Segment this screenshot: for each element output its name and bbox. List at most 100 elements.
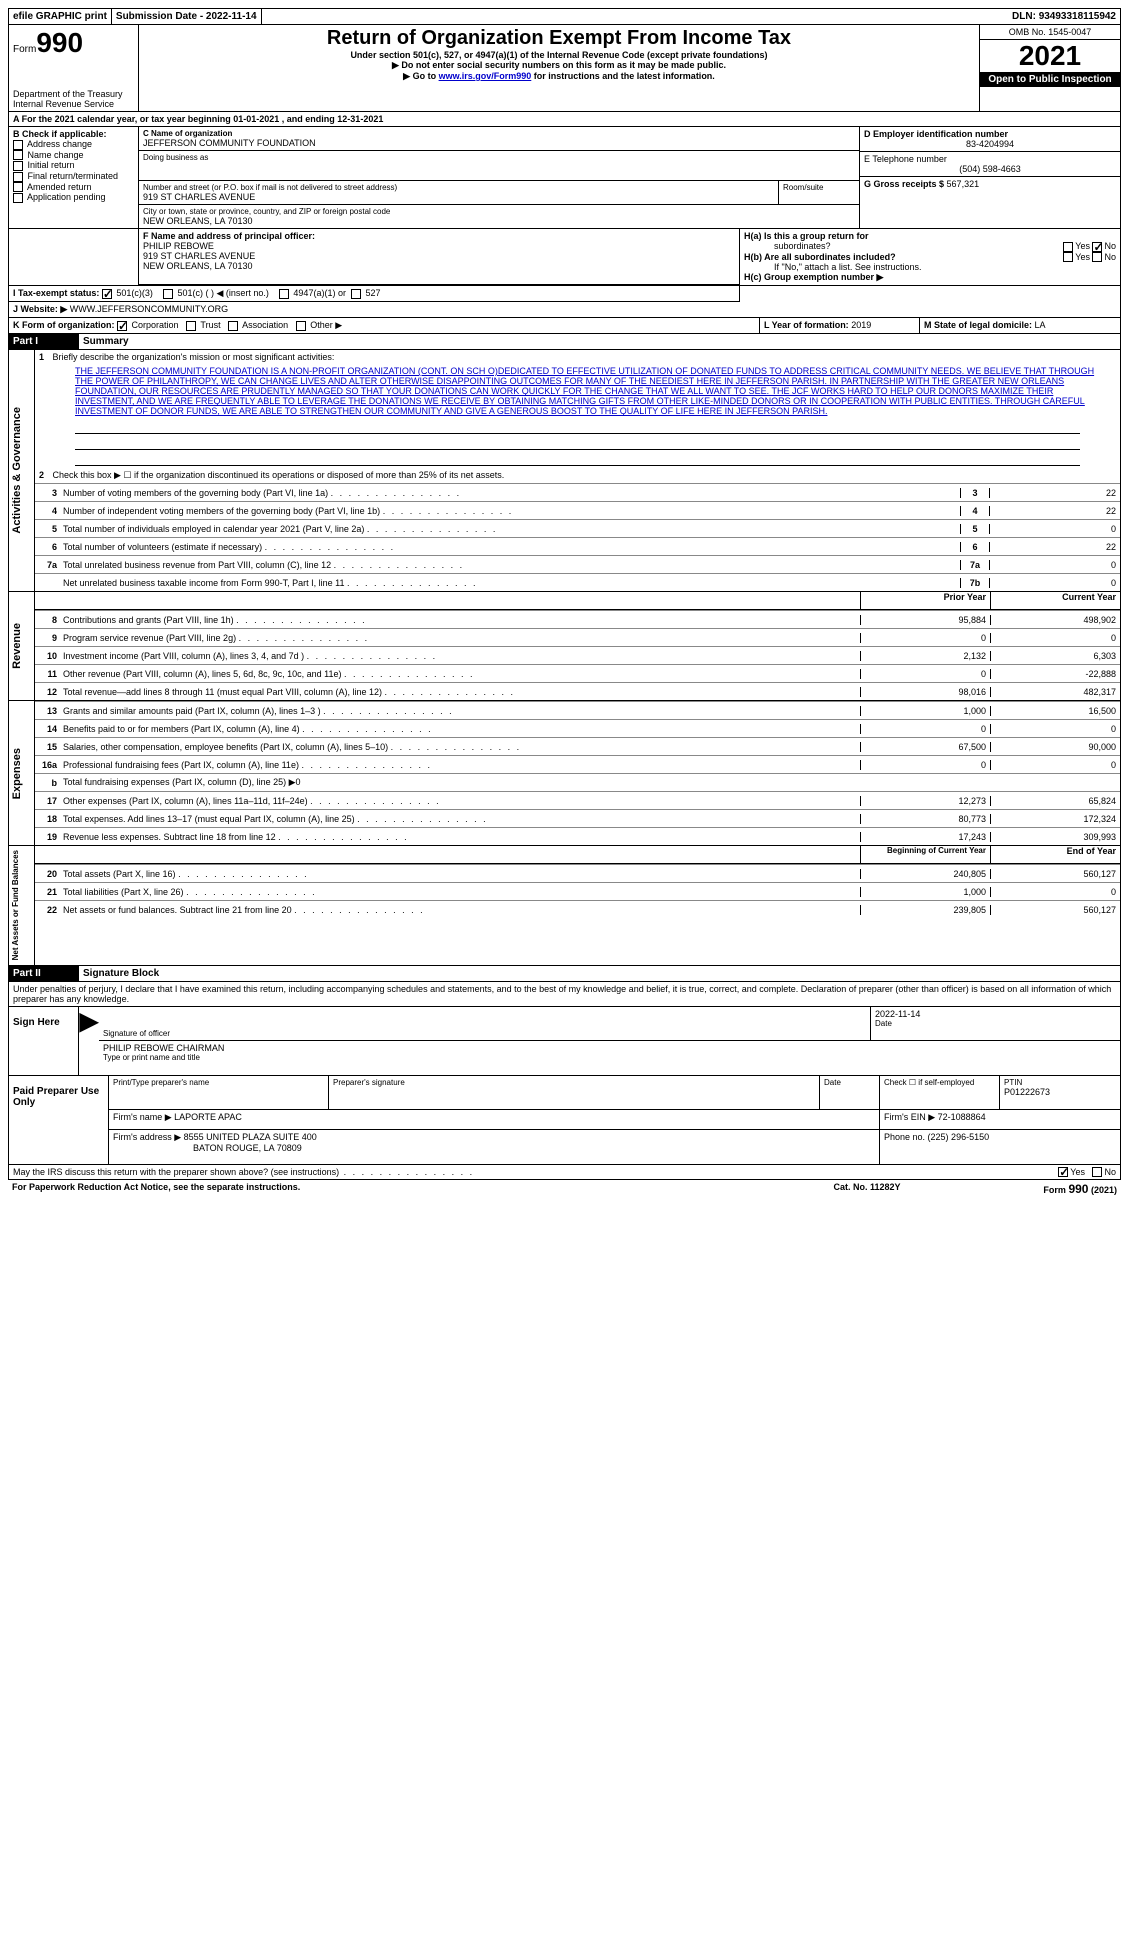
phone: (504) 598-4663 bbox=[864, 164, 1116, 174]
net-section: Net Assets or Fund Balances Beginning of… bbox=[8, 846, 1121, 965]
501c3-checkbox[interactable] bbox=[102, 289, 112, 299]
firm-addr2: BATON ROUGE, LA 70809 bbox=[113, 1143, 875, 1153]
part2-label: Part II bbox=[9, 966, 79, 981]
line1-num: 1 bbox=[39, 352, 50, 362]
box-m-label: M State of legal domicile: bbox=[924, 320, 1035, 330]
ptin: P01222673 bbox=[1004, 1087, 1116, 1097]
line2-text: Check this box ▶ ☐ if the organization d… bbox=[53, 470, 505, 480]
room-label: Room/suite bbox=[783, 183, 855, 192]
part2-header: Part II Signature Block bbox=[8, 966, 1121, 982]
assoc-checkbox[interactable] bbox=[228, 321, 238, 331]
i-row: I Tax-exempt status: 501(c)(3) 501(c) ( … bbox=[8, 286, 1121, 302]
form-title: Return of Organization Exempt From Incom… bbox=[143, 27, 975, 50]
ptin-label: PTIN bbox=[1004, 1078, 1116, 1087]
box-b-title: B Check if applicable: bbox=[13, 129, 134, 139]
firm-name: LAPORTE APAC bbox=[174, 1112, 242, 1122]
hb-no-checkbox[interactable] bbox=[1092, 252, 1102, 262]
gov-line: 3Number of voting members of the governi… bbox=[35, 483, 1120, 501]
hb-label: H(b) Are all subordinates included? bbox=[744, 252, 896, 262]
sec-net-label: Net Assets or Fund Balances bbox=[9, 846, 22, 964]
officer-addr1: 919 ST CHARLES AVENUE bbox=[143, 251, 735, 261]
money-line: 20Total assets (Part X, line 16) 240,805… bbox=[35, 864, 1120, 882]
discuss-yes-checkbox[interactable] bbox=[1058, 1167, 1068, 1177]
hb-note: If "No," attach a list. See instructions… bbox=[744, 262, 1116, 272]
527-checkbox[interactable] bbox=[351, 289, 361, 299]
boxb-checkbox[interactable] bbox=[13, 172, 23, 182]
ha-sub: subordinates? bbox=[744, 241, 1063, 252]
boxb-checkbox[interactable] bbox=[13, 150, 23, 160]
col-end: End of Year bbox=[990, 846, 1120, 864]
box-d-label: D Employer identification number bbox=[864, 129, 1116, 139]
firm-ein: 72-1088864 bbox=[938, 1112, 986, 1122]
dln: DLN: 93493318115942 bbox=[1008, 9, 1120, 24]
money-line: 10Investment income (Part VIII, column (… bbox=[35, 646, 1120, 664]
boxb-checkbox[interactable] bbox=[13, 193, 23, 203]
hb-yes-checkbox[interactable] bbox=[1063, 252, 1073, 262]
box-c-name-label: C Name of organization bbox=[143, 129, 855, 138]
money-line: 17Other expenses (Part IX, column (A), l… bbox=[35, 791, 1120, 809]
tax-year: 2021 bbox=[980, 40, 1120, 72]
sec-rev-label: Revenue bbox=[9, 619, 25, 673]
boxb-checkbox[interactable] bbox=[13, 140, 23, 150]
sig-arrow-icon: ▶ bbox=[79, 1007, 99, 1075]
form-header: Form990 Department of the Treasury Inter… bbox=[8, 25, 1121, 112]
box-e-label: E Telephone number bbox=[864, 154, 1116, 164]
col-begin: Beginning of Current Year bbox=[860, 846, 990, 864]
efile-label: efile GRAPHIC print bbox=[9, 9, 112, 24]
ha-no-checkbox[interactable] bbox=[1092, 242, 1102, 252]
gov-line: 7aTotal unrelated business revenue from … bbox=[35, 555, 1120, 573]
footer: For Paperwork Reduction Act Notice, see … bbox=[8, 1180, 1121, 1198]
trust-checkbox[interactable] bbox=[186, 321, 196, 331]
boxb-item: Address change bbox=[13, 139, 134, 150]
other-checkbox[interactable] bbox=[296, 321, 306, 331]
boxb-checkbox[interactable] bbox=[13, 182, 23, 192]
catno: Cat. No. 11282Y bbox=[767, 1182, 967, 1196]
discuss-row: May the IRS discuss this return with the… bbox=[8, 1165, 1121, 1181]
firm-addr1: 8555 UNITED PLAZA SUITE 400 bbox=[184, 1132, 317, 1142]
period-line: A For the 2021 calendar year, or tax yea… bbox=[8, 112, 1121, 127]
ha-yes-checkbox[interactable] bbox=[1063, 242, 1073, 252]
omb: OMB No. 1545-0047 bbox=[980, 25, 1120, 40]
boxb-checkbox[interactable] bbox=[13, 161, 23, 171]
money-line: 22Net assets or fund balances. Subtract … bbox=[35, 900, 1120, 918]
4947-checkbox[interactable] bbox=[279, 289, 289, 299]
box-k-label: K Form of organization: bbox=[13, 320, 115, 330]
hc-label: H(c) Group exemption number ▶ bbox=[744, 272, 1116, 283]
website: WWW.JEFFERSONCOMMUNITY.ORG bbox=[70, 304, 228, 314]
street: 919 ST CHARLES AVENUE bbox=[143, 192, 774, 202]
officer-addr2: NEW ORLEANS, LA 70130 bbox=[143, 261, 735, 271]
boxb-item: Final return/terminated bbox=[13, 171, 134, 182]
money-line: 15Salaries, other compensation, employee… bbox=[35, 737, 1120, 755]
sign-here-label: Sign Here bbox=[9, 1007, 79, 1075]
money-line: bTotal fundraising expenses (Part IX, co… bbox=[35, 773, 1120, 791]
sig-date: 2022-11-14 bbox=[875, 1009, 1116, 1019]
open-public: Open to Public Inspection bbox=[980, 72, 1120, 87]
gov-line: 4Number of independent voting members of… bbox=[35, 501, 1120, 519]
box-l-label: L Year of formation: bbox=[764, 320, 851, 330]
money-line: 19Revenue less expenses. Subtract line 1… bbox=[35, 827, 1120, 845]
money-line: 16aProfessional fundraising fees (Part I… bbox=[35, 755, 1120, 773]
perjury-text: Under penalties of perjury, I declare th… bbox=[8, 982, 1121, 1007]
instr-ssn: ▶ Do not enter social security numbers o… bbox=[143, 60, 975, 71]
box-g: G Gross receipts $ 567,321 bbox=[860, 177, 1120, 191]
revenue-section: Revenue Prior Year Current Year 8Contrib… bbox=[8, 592, 1121, 701]
ha-label: H(a) Is this a group return for bbox=[744, 231, 869, 241]
discuss-no-checkbox[interactable] bbox=[1092, 1167, 1102, 1177]
prep-name-label: Print/Type preparer's name bbox=[109, 1076, 329, 1109]
sig-officer-label: Signature of officer bbox=[103, 1029, 866, 1038]
money-line: 18Total expenses. Add lines 13–17 (must … bbox=[35, 809, 1120, 827]
sec-exp-label: Expenses bbox=[9, 744, 25, 803]
money-line: 21Total liabilities (Part X, line 26) 1,… bbox=[35, 882, 1120, 900]
money-line: 12Total revenue—add lines 8 through 11 (… bbox=[35, 682, 1120, 700]
klm-row: K Form of organization: Corporation Trus… bbox=[8, 318, 1121, 334]
entity-grid: B Check if applicable: Address change Na… bbox=[8, 127, 1121, 229]
officer-printed: PHILIP REBOWE CHAIRMAN bbox=[103, 1043, 1116, 1053]
prep-date-label: Date bbox=[820, 1076, 880, 1109]
501c-checkbox[interactable] bbox=[163, 289, 173, 299]
top-bar: efile GRAPHIC print Submission Date - 20… bbox=[8, 8, 1121, 25]
corp-checkbox[interactable] bbox=[117, 321, 127, 331]
form-subtitle: Under section 501(c), 527, or 4947(a)(1)… bbox=[143, 50, 975, 60]
dba-label: Doing business as bbox=[143, 153, 855, 162]
prep-sig-label: Preparer's signature bbox=[329, 1076, 820, 1109]
irs-link[interactable]: www.irs.gov/Form990 bbox=[439, 71, 532, 81]
